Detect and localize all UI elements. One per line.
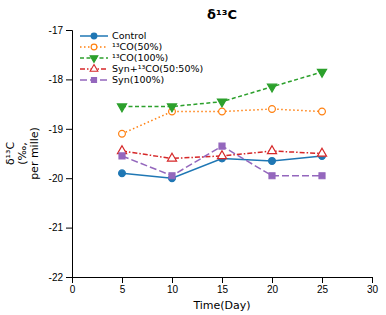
series-line xyxy=(122,109,322,134)
x-tick-label: 10 xyxy=(167,284,179,295)
series-line xyxy=(122,151,322,158)
series-point xyxy=(319,173,325,179)
series-point xyxy=(269,158,276,165)
series-point xyxy=(217,99,226,107)
series-point xyxy=(169,173,175,179)
legend-marker xyxy=(91,44,97,50)
series-point xyxy=(219,143,225,149)
title: δ¹³C xyxy=(207,7,237,22)
y-tick: -17 xyxy=(49,25,72,36)
y-tick-label: -18 xyxy=(49,74,64,85)
legend-marker xyxy=(90,56,98,63)
legend-marker xyxy=(91,33,97,39)
series-point xyxy=(317,69,326,77)
x-tick-mark xyxy=(372,277,373,283)
series-point xyxy=(269,173,275,179)
series-point xyxy=(317,148,326,156)
x-tick-mark xyxy=(172,277,173,283)
y-tick: -18 xyxy=(49,74,72,85)
legend-item: Control xyxy=(80,30,146,41)
y-tick-mark xyxy=(66,277,72,278)
y-axis-title: δ¹³C(‰,per mille) xyxy=(4,127,41,180)
legend-marker xyxy=(91,77,96,82)
x-tick: 0 xyxy=(70,277,76,295)
legend-item: Syn(100%) xyxy=(80,74,164,85)
series-point xyxy=(269,106,276,113)
legend-item: ¹³CO(100%) xyxy=(80,52,168,63)
plot: 051015202530-22-21-20-19-18-17Control¹³C… xyxy=(49,25,379,295)
x-tick-label: 5 xyxy=(120,284,126,295)
series-point xyxy=(119,170,126,177)
y-tick-mark xyxy=(66,30,72,31)
y-tick-mark xyxy=(66,178,72,179)
y-tick: -22 xyxy=(49,272,72,283)
y-tick: -21 xyxy=(49,222,72,233)
y-tick-mark xyxy=(66,79,72,80)
series-point xyxy=(119,153,125,159)
x-tick: 15 xyxy=(217,277,229,295)
x-tick: 5 xyxy=(120,277,126,295)
x-tick: 25 xyxy=(317,277,329,295)
series-point xyxy=(217,151,226,159)
y-tick-mark xyxy=(66,228,72,229)
y-tick-mark xyxy=(66,129,72,130)
y-tick-label: -22 xyxy=(49,272,64,283)
y-axis: -22 -21 -20 -19 -18 -17 xyxy=(49,25,73,283)
series-line xyxy=(122,146,322,176)
x-tick: 20 xyxy=(267,277,279,295)
y-tick-label: -20 xyxy=(49,173,64,184)
x-tick: 10 xyxy=(167,277,179,295)
series-point xyxy=(267,84,276,92)
x-tick-mark xyxy=(322,277,323,283)
legend-label: Control xyxy=(112,30,146,41)
series-point xyxy=(167,104,176,112)
series-point xyxy=(219,108,226,115)
x-axis-title: Time(Day) xyxy=(192,299,250,312)
series-point xyxy=(267,146,276,154)
x-tick-mark xyxy=(222,277,223,283)
y-tick-label: -21 xyxy=(49,222,64,233)
legend-label: ¹³CO(50%) xyxy=(112,41,162,52)
x-axis-line xyxy=(73,278,373,284)
x-tick-label: 0 xyxy=(70,284,76,295)
x-tick-label: 15 xyxy=(217,284,229,295)
x-axis: 0 5 10 15 20 25 30 xyxy=(70,277,379,295)
y-tick: -20 xyxy=(49,173,72,184)
legend-label: Syn(100%) xyxy=(112,74,164,85)
x-tick-label: 25 xyxy=(317,284,329,295)
y-tick-label: -17 xyxy=(49,25,64,36)
legend-item: Syn+¹³CO(50:50%) xyxy=(80,63,203,74)
x-tick-label: 20 xyxy=(267,284,279,295)
y-tick-label: -19 xyxy=(49,124,64,135)
series-point xyxy=(319,108,326,115)
legend-label: Syn+¹³CO(50:50%) xyxy=(112,63,203,74)
chart: 051015202530-22-21-20-19-18-17Control¹³C… xyxy=(0,0,386,315)
x-tick-mark xyxy=(122,277,123,283)
y-axis-line xyxy=(66,31,73,278)
y-tick: -19 xyxy=(49,124,72,135)
series-point xyxy=(167,153,176,161)
legend-label: ¹³CO(100%) xyxy=(112,52,168,63)
x-tick-mark xyxy=(272,277,273,283)
series-point xyxy=(117,104,126,112)
legend: Control¹³CO(50%)¹³CO(100%)Syn+¹³CO(50:50… xyxy=(80,30,203,85)
legend-item: ¹³CO(50%) xyxy=(80,41,162,52)
series-point xyxy=(119,130,126,137)
x-tick: 30 xyxy=(367,277,379,295)
legend-marker xyxy=(90,65,98,72)
marks xyxy=(117,69,326,181)
x-tick-label: 30 xyxy=(367,284,379,295)
